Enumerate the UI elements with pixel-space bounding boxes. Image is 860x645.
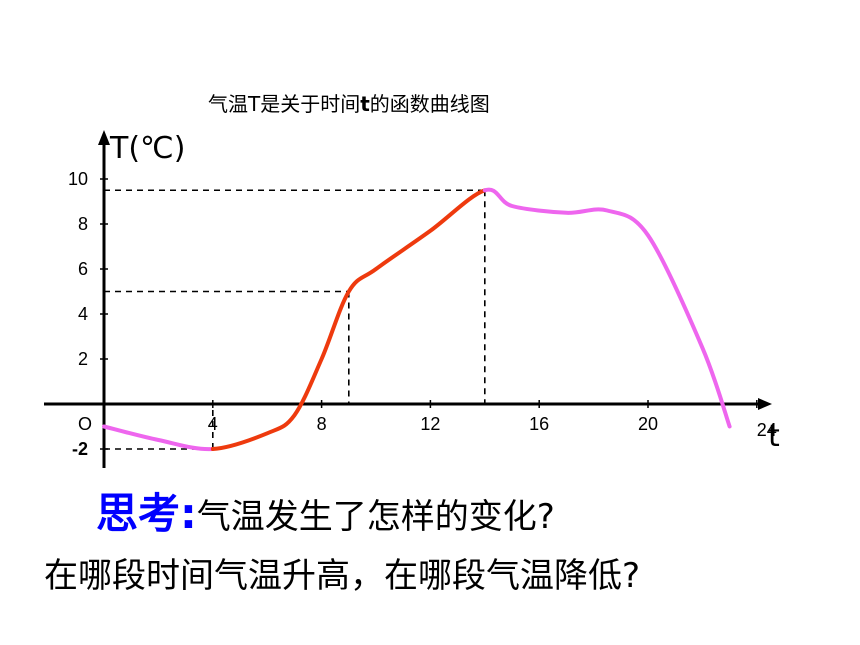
y-axis-label: T(℃) <box>109 131 185 166</box>
x-tick-label: 12 <box>420 414 440 434</box>
curve-segment-falling <box>482 187 732 429</box>
x-tick-label: 16 <box>529 414 549 434</box>
temperature-curve <box>102 187 732 452</box>
curve-segment-falling <box>102 424 215 452</box>
think-question-line: 思考:气温发生了怎样的变化? <box>96 480 555 541</box>
axis-ticks: 4 8 12 16 20 24 10 8 6 4 2 -2 <box>68 169 777 459</box>
title-prefix: 气温T是关于时间 <box>208 92 361 116</box>
y-tick-label: -2 <box>72 439 88 459</box>
axes <box>44 130 772 468</box>
chart-title: 气温T是关于时间t的函数曲线图 <box>208 88 490 117</box>
x-axis-arrow <box>758 398 772 410</box>
x-tick-label: 24 <box>757 420 777 440</box>
question-rise-fall: 在哪段时间气温升高，在哪段气温降低? <box>44 556 641 596</box>
y-tick-label: 4 <box>78 304 88 324</box>
x-axis-label: t <box>768 419 780 454</box>
title-suffix: 的函数曲线图 <box>369 92 490 116</box>
question-change: 气温发生了怎样的变化? <box>196 497 555 537</box>
x-tick-label: 20 <box>638 414 658 434</box>
think-heading: 思考: <box>96 489 197 538</box>
y-tick-label: 6 <box>78 259 88 279</box>
y-tick-label: 2 <box>78 349 88 369</box>
y-tick-label: 8 <box>78 214 88 234</box>
x-tick-label: 4 <box>208 414 218 434</box>
title-variable: t <box>360 92 370 116</box>
y-axis-arrow <box>98 130 110 145</box>
curve-segment-rising <box>210 188 487 451</box>
guide-lines <box>104 189 486 450</box>
origin-label: O <box>78 414 92 434</box>
y-tick-label: 10 <box>68 169 88 189</box>
x-tick-label: 8 <box>317 414 327 434</box>
